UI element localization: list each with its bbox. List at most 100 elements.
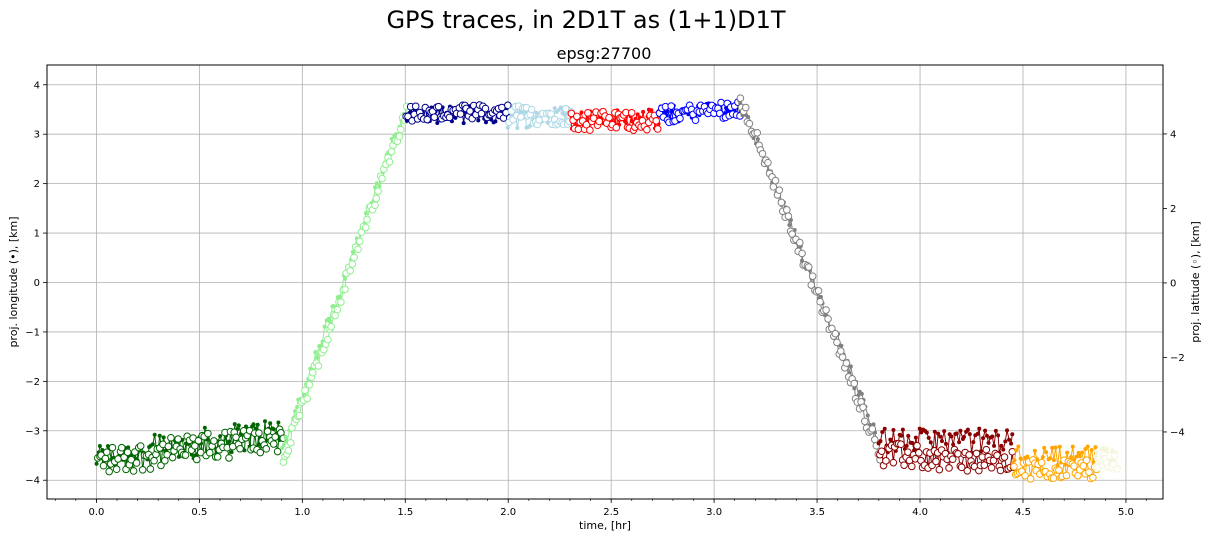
longitude-point xyxy=(1050,445,1055,450)
longitude-point xyxy=(949,434,954,439)
latitude-point xyxy=(1062,471,1071,480)
longitude-point xyxy=(943,441,948,446)
longitude-point xyxy=(904,443,909,448)
longitude-point xyxy=(97,444,102,449)
longitude-point xyxy=(377,184,382,189)
longitude-point xyxy=(483,120,488,125)
x-tick-label: 1.0 xyxy=(294,507,310,518)
latitude-point xyxy=(105,467,113,476)
latitude-point xyxy=(269,440,278,448)
longitude-point xyxy=(936,431,941,436)
longitude-point xyxy=(913,435,918,440)
x-tick-label: 2.0 xyxy=(500,507,516,518)
longitude-point xyxy=(993,428,998,433)
latitude-point xyxy=(136,442,145,450)
longitude-point xyxy=(938,434,943,439)
latitude-point xyxy=(466,107,474,115)
longitude-point xyxy=(958,428,963,433)
longitude-point xyxy=(271,427,276,432)
latitude-point xyxy=(808,272,817,280)
longitude-point xyxy=(1105,447,1110,452)
longitude-point xyxy=(865,413,870,418)
latitude-point xyxy=(481,104,490,113)
latitude-point xyxy=(1113,465,1121,473)
longitude-point xyxy=(1025,454,1030,459)
latitude-point xyxy=(236,444,244,453)
longitude-point xyxy=(161,435,166,440)
latitude-point xyxy=(194,436,203,445)
longitude-point xyxy=(280,445,285,450)
latitude-point xyxy=(301,386,309,395)
longitude-point xyxy=(350,250,355,255)
latitude-point xyxy=(996,466,1005,475)
latitude-point xyxy=(273,447,282,456)
longitude-point xyxy=(1001,447,1006,452)
latitude-point xyxy=(129,467,138,475)
longitude-point xyxy=(1007,437,1012,442)
latitude-point xyxy=(842,359,851,367)
longitude-point xyxy=(665,109,670,114)
latitude-point xyxy=(395,132,404,141)
longitude-point xyxy=(1094,449,1099,454)
latitude-point xyxy=(1111,452,1119,460)
y-right-tick-label: −4 xyxy=(1170,427,1185,438)
latitude-point xyxy=(108,443,117,452)
longitude-point xyxy=(635,112,640,117)
latitude-point xyxy=(333,305,342,314)
latitude-point xyxy=(112,465,121,474)
longitude-point xyxy=(262,419,267,424)
longitude-point xyxy=(975,431,980,436)
latitude-point xyxy=(831,329,840,338)
latitude-point xyxy=(957,463,966,472)
longitude-point xyxy=(996,433,1001,438)
latitude-point xyxy=(363,215,371,224)
longitude-point xyxy=(1003,439,1008,444)
latitude-point xyxy=(850,379,859,388)
longitude-point xyxy=(910,441,915,446)
latitude-point xyxy=(120,453,128,462)
trace-segment xyxy=(402,101,514,126)
longitude-point xyxy=(552,106,557,111)
latitude-point xyxy=(948,455,957,464)
latitude-point xyxy=(99,461,108,470)
longitude-point xyxy=(924,430,929,435)
longitude-point xyxy=(990,434,995,439)
latitude-point xyxy=(204,429,212,438)
latitude-point xyxy=(868,425,877,433)
longitude-point xyxy=(1083,447,1088,452)
latitude-point xyxy=(477,109,486,118)
longitude-point xyxy=(967,432,972,437)
latitude-point xyxy=(1079,462,1088,470)
latitude-point xyxy=(643,125,651,134)
longitude-point xyxy=(476,118,481,123)
latitude-point xyxy=(764,158,772,167)
latitude-point xyxy=(612,123,621,132)
latitude-point xyxy=(327,322,336,331)
latitude-point xyxy=(123,448,132,457)
longitude-point xyxy=(977,426,982,431)
latitude-point xyxy=(586,126,594,134)
longitude-point xyxy=(1005,428,1010,433)
y-right-tick-label: 0 xyxy=(1170,278,1176,289)
latitude-point xyxy=(796,238,804,247)
latitude-point xyxy=(798,249,806,258)
longitude-point xyxy=(327,319,332,324)
trace-segment xyxy=(567,107,664,134)
latitude-point xyxy=(371,201,379,210)
x-tick-label: 3.5 xyxy=(809,507,825,518)
y-right-tick-label: 2 xyxy=(1170,204,1176,215)
longitude-point xyxy=(318,343,323,348)
latitude-point xyxy=(284,446,293,455)
longitude-point xyxy=(942,429,947,434)
y-left-tick-label: −2 xyxy=(25,377,40,388)
longitude-point xyxy=(787,222,792,227)
longitude-point xyxy=(957,440,962,445)
longitude-point xyxy=(641,109,646,114)
latitude-point xyxy=(784,212,793,220)
longitude-point xyxy=(562,112,567,117)
latitude-point xyxy=(213,453,222,461)
y-left-axis-label: proj. longitude (•), [km] xyxy=(7,216,20,347)
longitude-point xyxy=(926,435,931,440)
longitude-point xyxy=(932,429,937,434)
grid-lines xyxy=(47,65,1163,499)
